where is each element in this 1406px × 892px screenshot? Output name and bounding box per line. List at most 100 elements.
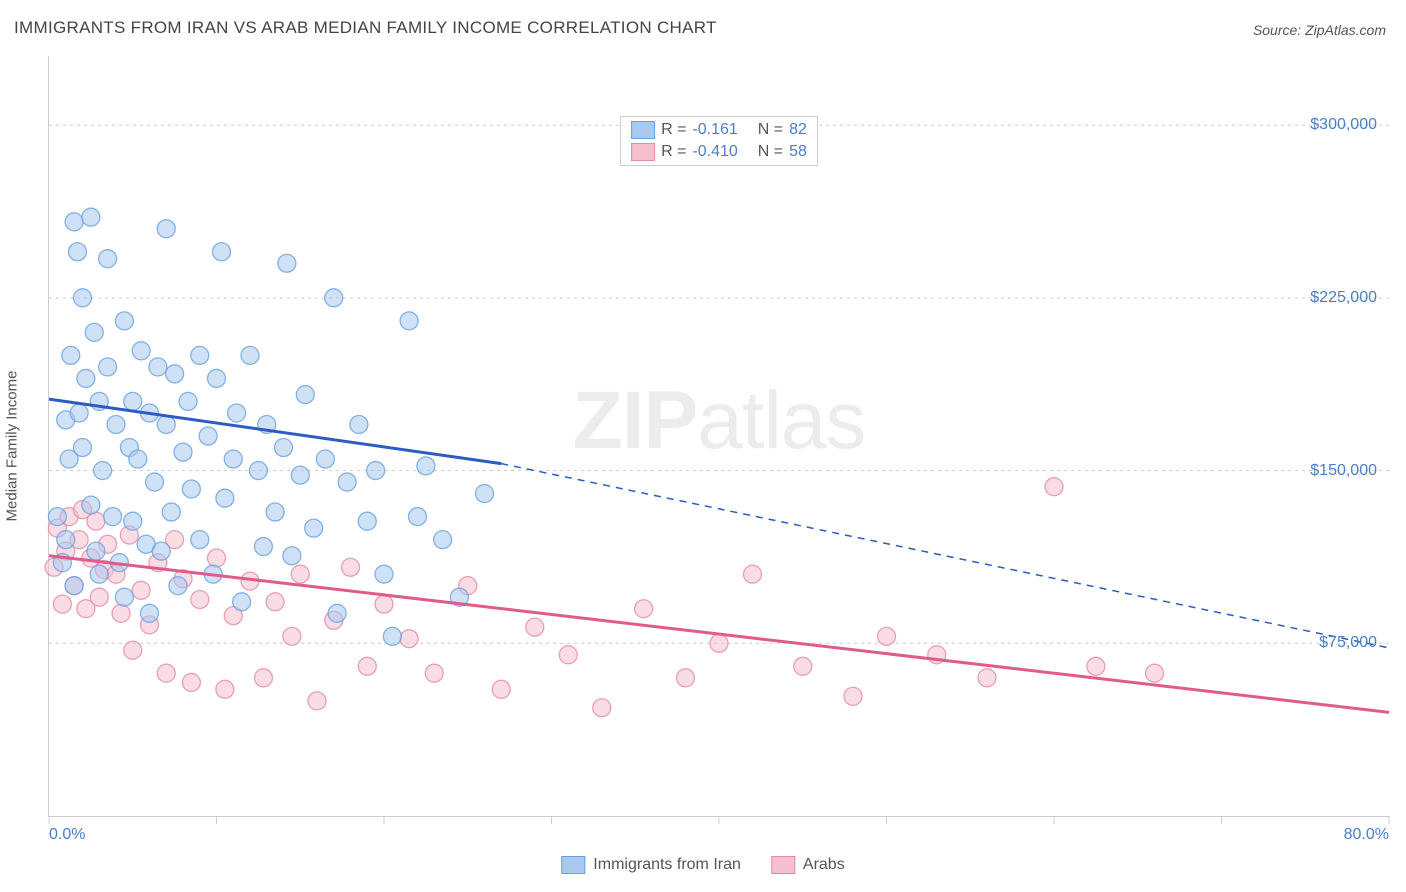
scatter-point (70, 404, 88, 422)
scatter-point (115, 588, 133, 606)
scatter-point (233, 593, 251, 611)
scatter-point (241, 346, 259, 364)
scatter-point (87, 512, 105, 530)
scatter-point (87, 542, 105, 560)
scatter-point (417, 457, 435, 475)
scatter-point (1087, 657, 1105, 675)
scatter-point (129, 450, 147, 468)
scatter-point (132, 342, 150, 360)
scatter-point (358, 657, 376, 675)
legend-series: Immigrants from Iran Arabs (561, 856, 844, 874)
scatter-point (157, 220, 175, 238)
scatter-point (182, 480, 200, 498)
scatter-point (400, 312, 418, 330)
scatter-point (162, 503, 180, 521)
scatter-point (278, 254, 296, 272)
scatter-point (62, 346, 80, 364)
x-axis-max-label: 80.0% (1344, 826, 1389, 844)
x-axis-min-label: 0.0% (49, 826, 85, 844)
scatter-point (199, 427, 217, 445)
scatter-point (328, 604, 346, 622)
scatter-point (744, 565, 762, 583)
scatter-point (254, 669, 272, 687)
scatter-point (141, 604, 159, 622)
scatter-point (179, 392, 197, 410)
scatter-point (383, 627, 401, 645)
scatter-point (350, 415, 368, 433)
scatter-point (228, 404, 246, 422)
scatter-point (308, 692, 326, 710)
scatter-point (283, 627, 301, 645)
scatter-point (124, 641, 142, 659)
legend-swatch (631, 121, 655, 139)
legend-rn-row: R =-0.410N =58 (621, 141, 817, 163)
scatter-point (434, 531, 452, 549)
scatter-point (157, 664, 175, 682)
scatter-point (85, 323, 103, 341)
y-axis-label: Median Family Income (4, 371, 21, 522)
scatter-point (254, 538, 272, 556)
scatter-point (65, 577, 83, 595)
scatter-point (978, 669, 996, 687)
scatter-point (74, 289, 92, 307)
y-tick-label: $150,000 (1310, 462, 1377, 480)
scatter-point (275, 439, 293, 457)
legend-series-item: Arabs (771, 856, 845, 874)
legend-swatch (771, 856, 795, 874)
scatter-point (152, 542, 170, 560)
scatter-point (166, 365, 184, 383)
source-attribution: Source: ZipAtlas.com (1253, 22, 1386, 38)
scatter-point (99, 250, 117, 268)
scatter-point (104, 508, 122, 526)
scatter-point (191, 591, 209, 609)
scatter-point (400, 630, 418, 648)
chart-title: IMMIGRANTS FROM IRAN VS ARAB MEDIAN FAMI… (14, 18, 717, 38)
scatter-point (208, 549, 226, 567)
scatter-point (213, 243, 231, 261)
scatter-point (342, 558, 360, 576)
scatter-point (124, 512, 142, 530)
legend-swatch (561, 856, 585, 874)
scatter-point (94, 462, 112, 480)
scatter-point (115, 312, 133, 330)
scatter-point (844, 687, 862, 705)
scatter-point (57, 531, 75, 549)
scatter-point (48, 508, 66, 526)
scatter-point (107, 415, 125, 433)
scatter-point (208, 369, 226, 387)
scatter-point (296, 386, 314, 404)
scatter-point (266, 593, 284, 611)
scatter-point (191, 531, 209, 549)
scatter-point (375, 595, 393, 613)
y-tick-label: $75,000 (1319, 634, 1377, 652)
scatter-point (90, 588, 108, 606)
scatter-point (249, 462, 267, 480)
y-tick-label: $300,000 (1310, 116, 1377, 134)
scatter-point (216, 680, 234, 698)
scatter-point (677, 669, 695, 687)
y-tick-label: $225,000 (1310, 289, 1377, 307)
scatter-point (124, 392, 142, 410)
scatter-point (325, 289, 343, 307)
legend-correlation: R = -0.161N =82R =-0.410N =58 (620, 116, 818, 166)
scatter-point (68, 243, 86, 261)
scatter-point (367, 462, 385, 480)
scatter-point (526, 618, 544, 636)
legend-series-label: Immigrants from Iran (593, 856, 741, 874)
scatter-point (305, 519, 323, 537)
scatter-point (82, 496, 100, 514)
scatter-point (635, 600, 653, 618)
scatter-point (291, 565, 309, 583)
scatter-point (266, 503, 284, 521)
scatter-point (338, 473, 356, 491)
trend-line-arabs (49, 556, 1389, 713)
scatter-point (82, 208, 100, 226)
scatter-point (216, 489, 234, 507)
scatter-point (476, 485, 494, 503)
scatter-point (99, 358, 117, 376)
scatter-point (1045, 478, 1063, 496)
trend-line-iran-dashed (501, 464, 1389, 648)
scatter-point (291, 466, 309, 484)
scatter-point (794, 657, 812, 675)
legend-series-label: Arabs (803, 856, 845, 874)
